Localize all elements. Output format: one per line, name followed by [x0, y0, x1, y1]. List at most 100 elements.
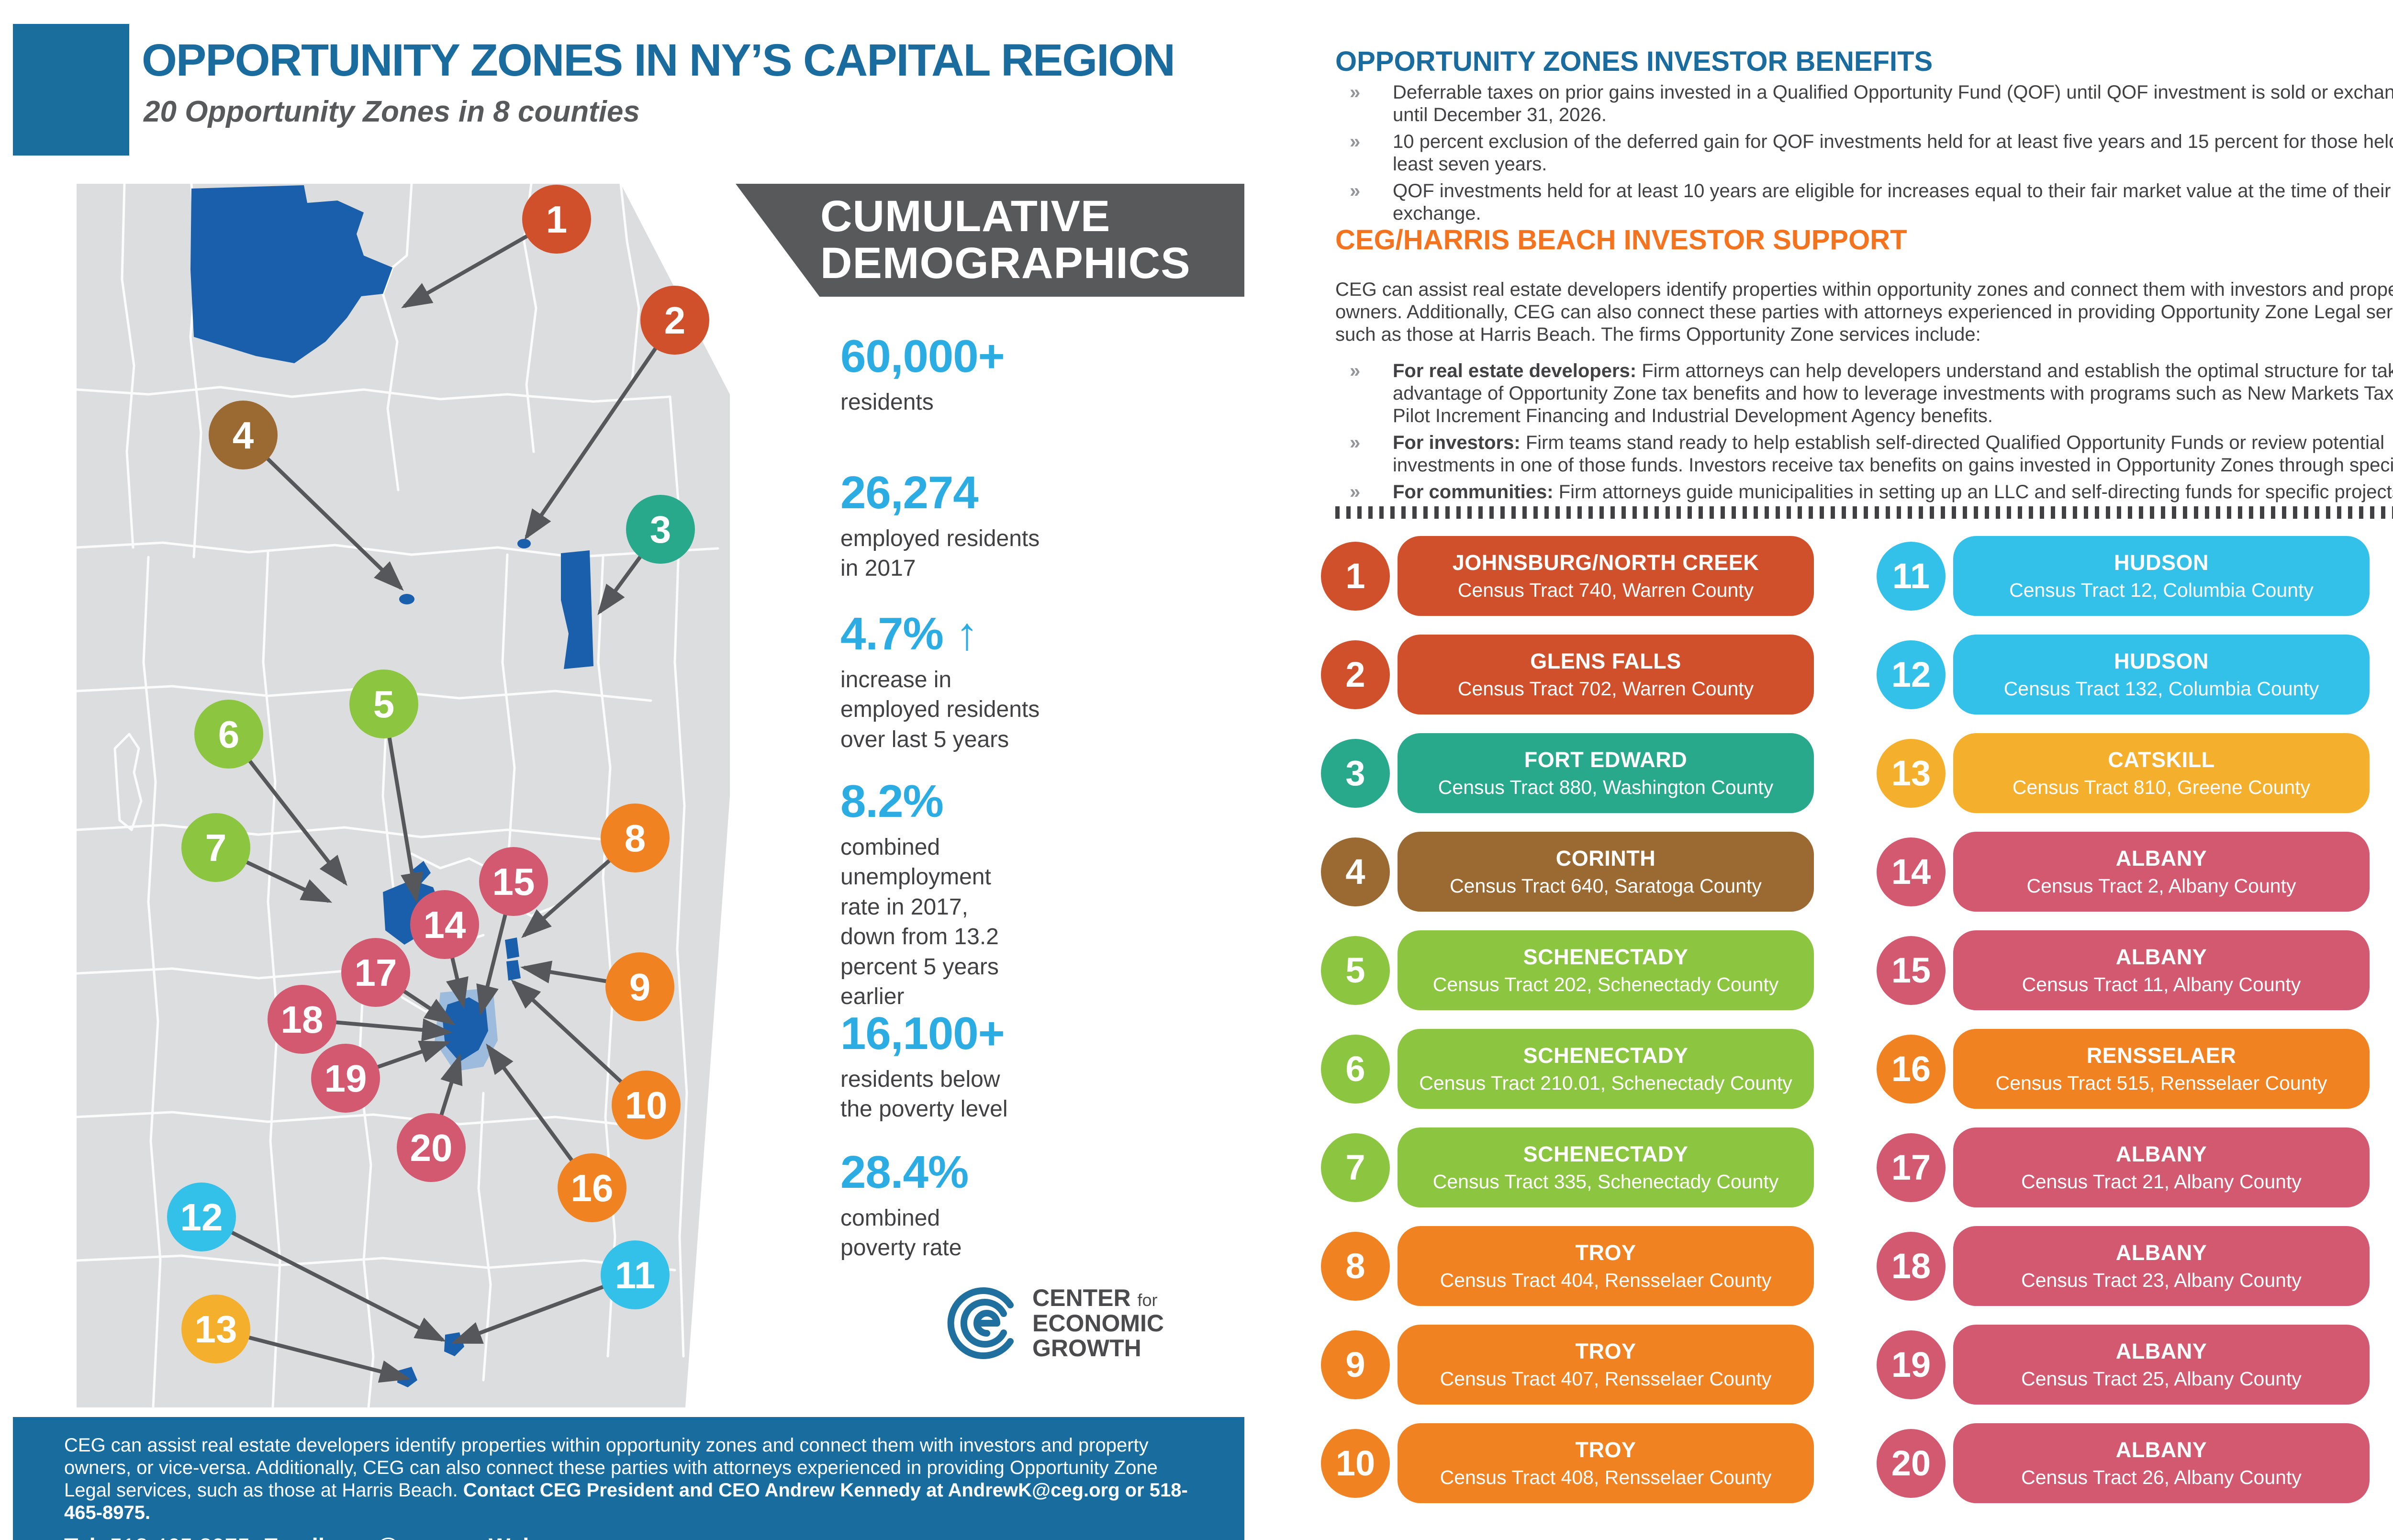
map-marker-14 — [410, 890, 479, 959]
zone-number-badge: 13 — [1877, 738, 1946, 808]
zone-row-20: 20 ALBANY Census Tract 26, Albany County — [1877, 1423, 2370, 1503]
map-marker-1 — [522, 185, 591, 254]
map-marker-20 — [397, 1113, 466, 1182]
zone-tract: Census Tract 404, Rensselaer County — [1440, 1269, 1772, 1291]
map-marker-number: 20 — [410, 1127, 453, 1169]
zone-name: ALBANY — [2115, 1339, 2207, 1363]
map-marker-number: 4 — [233, 414, 254, 457]
zone-number-badge: 18 — [1877, 1231, 1946, 1301]
footer-contact-line: Tel: 518.465.8975 Email: ceg@ceg.org Web… — [64, 1534, 1201, 1540]
map-marker-number: 5 — [373, 683, 395, 725]
footer-text-normal: CEG can assist real estate developers id… — [64, 1435, 1158, 1501]
zone-name: SCHENECTADY — [1523, 1142, 1689, 1166]
support-intro: CEG can assist real estate developers id… — [1335, 279, 2393, 345]
stat-label: combined unemployment rate in 2017, down… — [840, 835, 999, 1009]
zone-name: SCHENECTADY — [1523, 1043, 1689, 1068]
zone-pill: CATSKILL Census Tract 810, Greene County — [1953, 733, 2370, 813]
zone-tract: Census Tract 23, Albany County — [2021, 1269, 2302, 1291]
zone-number-badge: 1 — [1321, 541, 1390, 611]
stat-block: 4.7% ↑ increase in employed residents ove… — [840, 608, 1262, 755]
ceg-logo-text: CENTER for ECONOMIC GROWTH — [1032, 1285, 1164, 1361]
page-title: OPPORTUNITY ZONES IN NY’S CAPITAL REGION — [142, 35, 1175, 86]
zone-number-badge: 9 — [1321, 1330, 1390, 1399]
zone-number-badge: 2 — [1321, 640, 1390, 709]
map-marker-number: 2 — [664, 299, 686, 342]
zone-name: TROY — [1575, 1438, 1636, 1462]
map-marker-19 — [311, 1044, 380, 1113]
map-marker-4 — [209, 401, 278, 469]
support-item: For real estate developers: Firm attorne… — [1335, 360, 2393, 427]
logo-economic: ECONOMIC — [1032, 1309, 1164, 1337]
zone-tract: Census Tract 335, Schenectady County — [1432, 1171, 1779, 1193]
arrow-to-zone-12 — [201, 1215, 447, 1342]
support-heading: CEG/HARRIS BEACH INVESTOR SUPPORT — [1335, 224, 1907, 256]
zone-number-badge: 5 — [1321, 936, 1390, 1005]
map-marker-number: 6 — [218, 713, 240, 756]
cumulative-demographics-banner: CUMULATIVE DEMOGRAPHICS — [736, 184, 1244, 297]
zone-row-5: 5 SCHENECTADY Census Tract 202, Schenectad… — [1321, 930, 1814, 1010]
map-marker-number: 7 — [205, 826, 227, 869]
map-marker-number: 11 — [615, 1254, 656, 1296]
map-marker-3 — [626, 495, 695, 564]
zone-row-2: 2 GLENS FALLS Census Tract 702, Warren Cou… — [1321, 635, 1814, 714]
stat-block: 16,100+ residents below the poverty level — [840, 1007, 1262, 1125]
zone-tract: Census Tract 407, Rensselaer County — [1440, 1368, 1772, 1390]
zone-row-18: 18 ALBANY Census Tract 23, Albany County — [1877, 1226, 2370, 1306]
benefits-list: Deferrable taxes on prior gains invested… — [1335, 81, 2393, 229]
map-marker-15 — [479, 847, 548, 916]
benefits-heading: OPPORTUNITY ZONES INVESTOR BENEFITS — [1335, 46, 1933, 77]
zone-name: CORINTH — [1555, 846, 1656, 870]
stat-value: 16,100+ — [840, 1008, 1005, 1059]
stat-block: 28.4% combined poverty rate — [840, 1146, 1262, 1263]
zone-tract: Census Tract 740, Warren County — [1457, 579, 1754, 601]
zone-pill: HUDSON Census Tract 12, Columbia County — [1953, 536, 2370, 616]
zone-number-badge: 19 — [1877, 1330, 1946, 1399]
zone-number-badge: 16 — [1877, 1034, 1946, 1104]
stat-block: 8.2% combined unemployment rate in 2017, … — [840, 775, 1262, 1012]
stat-label: residents — [840, 390, 934, 415]
logo-growth: GROWTH — [1032, 1335, 1141, 1362]
zone-row-7: 7 SCHENECTADY Census Tract 335, Schenectad… — [1321, 1127, 1814, 1207]
support-item: For investors: Firm teams stand ready to… — [1335, 432, 2393, 477]
zone-row-17: 17 ALBANY Census Tract 21, Albany County — [1877, 1127, 2370, 1207]
zone-name: ALBANY — [2115, 1240, 2207, 1265]
page-subtitle: 20 Opportunity Zones in 8 counties — [144, 95, 640, 128]
arrow-to-zone-4 — [242, 434, 404, 591]
zone-tract: Census Tract 202, Schenectady County — [1432, 973, 1779, 995]
support-item: For communities: Firm attorneys guide mu… — [1335, 481, 2393, 503]
zone-number-badge: 10 — [1321, 1428, 1390, 1498]
zone-pill: ALBANY Census Tract 2, Albany County — [1953, 832, 2370, 912]
zone-pill: FORT EDWARD Census Tract 880, Washington … — [1398, 733, 1814, 813]
map-marker-5 — [349, 670, 418, 738]
map-marker-number: 15 — [492, 860, 535, 903]
map-marker-10 — [612, 1071, 681, 1139]
zone-tract: Census Tract 26, Albany County — [2021, 1466, 2302, 1488]
zone-number-badge: 17 — [1877, 1133, 1946, 1202]
zone-name: FORT EDWARD — [1524, 748, 1688, 772]
zone-name: GLENS FALLS — [1530, 649, 1681, 673]
zone-number-badge: 12 — [1877, 640, 1946, 709]
contact-email[interactable]: Email: ceg@ceg.org — [263, 1534, 482, 1540]
stat-label: increase in employed residents over last… — [840, 667, 1040, 752]
map-marker-number: 10 — [625, 1084, 668, 1127]
zone-name: TROY — [1575, 1240, 1636, 1265]
zone-tract: Census Tract 132, Columbia County — [2003, 678, 2319, 700]
footer-text-bold: Contact CEG President and CEO Andrew Ken… — [64, 1480, 1188, 1523]
logo-center: CENTER — [1032, 1284, 1131, 1312]
zone-tract: Census Tract 810, Greene County — [2012, 776, 2311, 798]
stat-value: 26,274 — [840, 467, 979, 518]
zone-tract: Census Tract 640, Saratoga County — [1450, 875, 1762, 897]
zone-tract: Census Tract 702, Warren County — [1457, 678, 1754, 700]
contact-web[interactable]: Web: ceg.org — [489, 1534, 627, 1540]
zone-name: ALBANY — [2115, 846, 2207, 870]
map-marker-number: 13 — [195, 1308, 237, 1350]
benefit-item: Deferrable taxes on prior gains invested… — [1335, 81, 2393, 126]
zone-pill: TROY Census Tract 408, Rensselaer County — [1398, 1423, 1814, 1503]
zone-pill: HUDSON Census Tract 132, Columbia County — [1953, 635, 2370, 714]
support-list: For real estate developers: Firm attorne… — [1335, 360, 2393, 508]
zone-pill: RENSSELAER Census Tract 515, Rensselaer C… — [1953, 1029, 2370, 1109]
zone-name: HUDSON — [2113, 550, 2209, 575]
zone-tract: Census Tract 880, Washington County — [1438, 776, 1774, 798]
zone-tract: Census Tract 408, Rensselaer County — [1440, 1466, 1772, 1488]
